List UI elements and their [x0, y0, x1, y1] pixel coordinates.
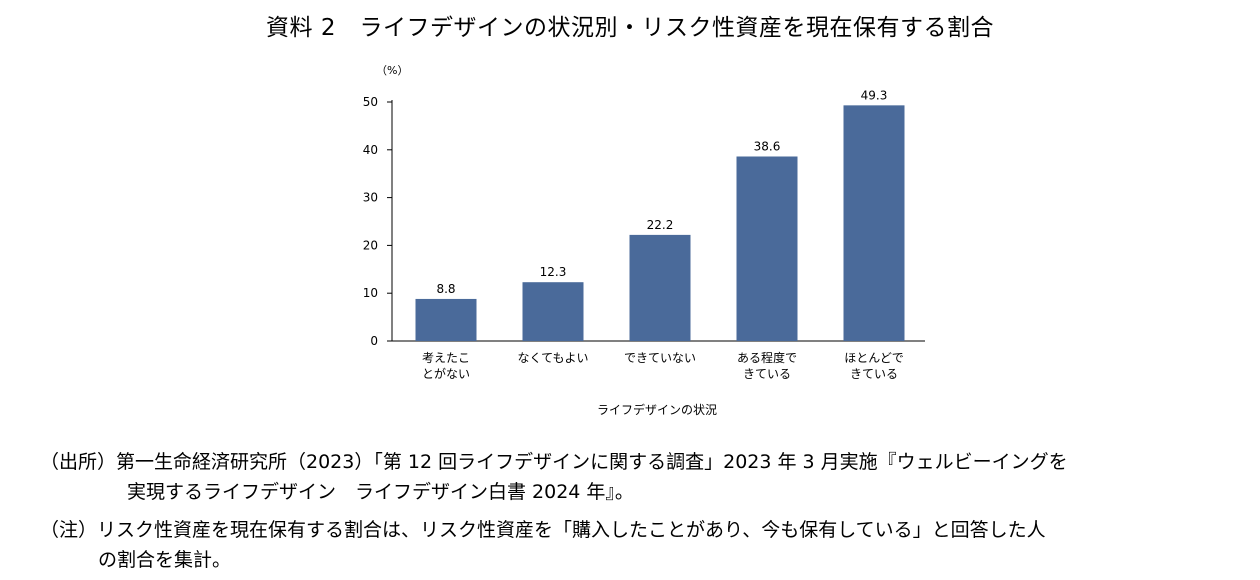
- footnote-line1: （注）リスク性資産を現在保有する割合は、リスク性資産を「購入したことがあり、今も…: [40, 519, 1046, 541]
- bar-value-label: 8.8: [436, 282, 455, 296]
- chart-title: 資料 2 ライフデザインの状況別・リスク性資産を現在保有する割合: [266, 15, 994, 41]
- y-tick-label: 10: [363, 286, 378, 300]
- bar: [843, 105, 905, 341]
- bar-value-label: 12.3: [540, 265, 567, 279]
- y-tick-label: 20: [363, 238, 378, 252]
- bar: [415, 298, 477, 341]
- x-tick-label: 考えたことがない: [422, 351, 470, 381]
- x-tick-label: ほとんどできている: [844, 351, 903, 381]
- bar-value-label: 49.3: [861, 88, 888, 102]
- bar-value-label: 22.2: [647, 218, 674, 232]
- x-tick-label: なくてもよい: [517, 351, 588, 365]
- y-axis-unit: （%）: [376, 64, 408, 77]
- footnote-line2: の割合を集計。: [98, 549, 232, 571]
- bar-value-label: 38.6: [754, 139, 781, 153]
- bar-chart: （%） 0 10 20 30 40 50 8.8 考えたことがない 12.3 なくてもよい 22.2 で…: [363, 64, 925, 417]
- y-tick-label: 0: [370, 334, 378, 348]
- source-note-line2: 実現するライフデザイン ライフデザイン白書 2024 年』。: [127, 481, 634, 503]
- bar: [629, 234, 691, 341]
- y-tick-label: 50: [363, 95, 378, 109]
- bar: [736, 156, 798, 341]
- y-tick-label: 40: [363, 143, 378, 157]
- x-tick-label: ある程度できている: [737, 350, 797, 381]
- x-axis-title: ライフデザインの状況: [597, 402, 717, 417]
- x-tick-label: できていない: [624, 351, 696, 365]
- bar: [522, 282, 584, 341]
- source-note-line1: （出所）第一生命経済研究所（2023）「第 12 回ライフデザインに関する調査」…: [40, 451, 1068, 473]
- y-tick-label: 30: [363, 191, 378, 205]
